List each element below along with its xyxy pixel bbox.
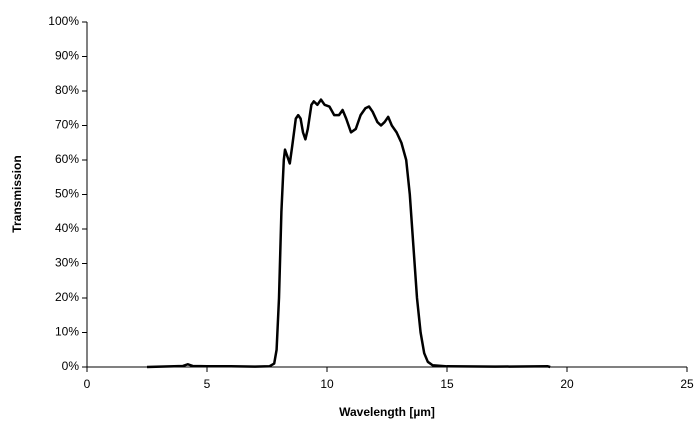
y-tick-label: 0%	[62, 359, 80, 373]
y-tick-label: 70%	[55, 118, 79, 132]
x-axis-title: Wavelength [µm]	[339, 405, 435, 419]
x-tick-label: 20	[560, 377, 574, 391]
x-tick-label: 25	[680, 377, 694, 391]
y-tick-label: 50%	[55, 187, 79, 201]
y-tick-label: 40%	[55, 221, 79, 235]
x-tick-label: 5	[204, 377, 211, 391]
y-tick-label: 20%	[55, 290, 79, 304]
y-tick-label: 90%	[55, 49, 79, 63]
y-axis-title: Transmission	[10, 155, 24, 232]
x-tick-label: 10	[320, 377, 334, 391]
x-tick-label: 0	[84, 377, 91, 391]
y-tick-label: 10%	[55, 325, 79, 339]
x-tick-label: 15	[440, 377, 454, 391]
line	[146, 98, 551, 369]
y-tick-label: 30%	[55, 256, 79, 270]
y-tick-label: 80%	[55, 83, 79, 97]
y-tick-label: 60%	[55, 152, 79, 166]
y-tick-label: 100%	[48, 14, 79, 28]
